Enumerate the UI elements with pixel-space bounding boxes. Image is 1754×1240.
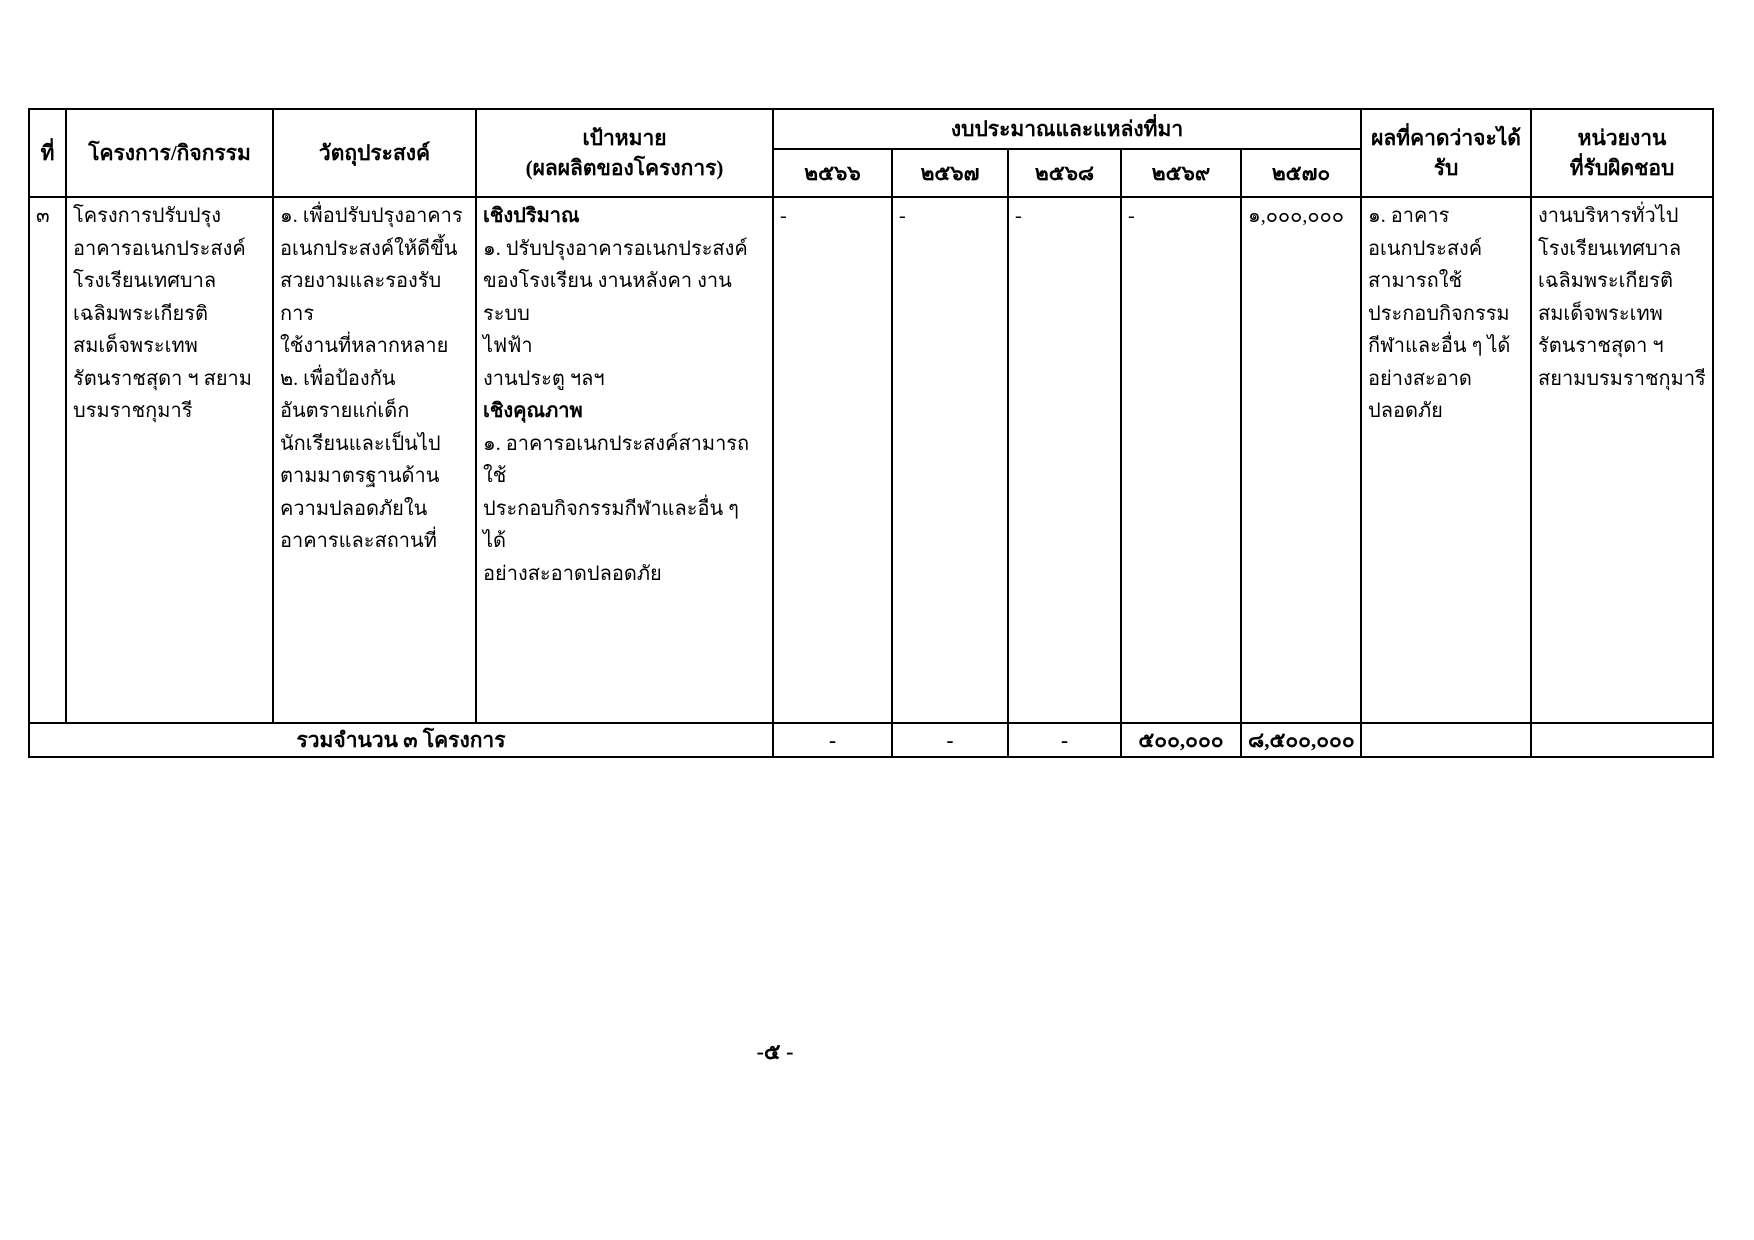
total-label: รวมจำนวน ๓ โครงการ <box>28 722 774 758</box>
cell-budget-2569: - <box>1120 196 1242 724</box>
cell-target: เชิงปริมาณ ๑. ปรับปรุงอาคารอเนกประสงค์ ข… <box>475 196 774 724</box>
cell-expected: ๑. อาคาร อเนกประสงค์ สามารถใช้ ประกอบกิจ… <box>1360 196 1533 724</box>
header-project: โครงการ/กิจกรรม <box>65 108 274 198</box>
target-quantitative-body: ๑. ปรับปรุงอาคารอเนกประสงค์ ของโรงเรียน … <box>483 237 748 390</box>
header-expected: ผลที่คาดว่าจะได้รับ <box>1360 108 1533 198</box>
target-qualitative-body: ๑. อาคารอเนกประสงค์สามารถใช้ ประกอบกิจกร… <box>483 432 750 585</box>
header-unit: หน่วยงาน ที่รับผิดชอบ <box>1530 108 1715 198</box>
header-year-2569: ๒๕๖๙ <box>1120 148 1242 198</box>
total-budget-2569: ๕๐๐,๐๐๐ <box>1120 722 1242 758</box>
header-target: เป้าหมาย (ผลผลิตของโครงการ) <box>475 108 774 198</box>
total-expected-empty <box>1360 722 1533 758</box>
cell-budget-2570: ๑,๐๐๐,๐๐๐ <box>1239 196 1363 724</box>
header-year-2570: ๒๕๗๐ <box>1239 148 1363 198</box>
cell-budget-2566: - <box>772 196 893 724</box>
target-quantitative-heading: เชิงปริมาณ <box>483 205 580 227</box>
header-no: ที่ <box>28 108 67 198</box>
total-budget-2570: ๘,๕๐๐,๐๐๐ <box>1239 722 1363 758</box>
total-budget-2566: - <box>772 722 893 758</box>
total-unit-empty <box>1530 722 1715 758</box>
header-year-2566: ๒๕๖๖ <box>772 148 893 198</box>
total-budget-2567: - <box>891 722 1009 758</box>
project-budget-table: ที่ โครงการ/กิจกรรม วัตถุประสงค์ เป้าหมา… <box>28 108 1715 758</box>
cell-project: โครงการปรับปรุง อาคารอเนกประสงค์ โรงเรีย… <box>65 196 274 724</box>
table-row: ๓ โครงการปรับปรุง อาคารอเนกประสงค์ โรงเร… <box>28 196 1715 724</box>
header-objective: วัตถุประสงค์ <box>272 108 477 198</box>
cell-unit: งานบริหารทั่วไป โรงเรียนเทศบาล เฉลิมพระเ… <box>1530 196 1715 724</box>
total-row: รวมจำนวน ๓ โครงการ - - - ๕๐๐,๐๐๐ ๘,๕๐๐,๐… <box>28 722 1715 758</box>
cell-budget-2568: - <box>1007 196 1122 724</box>
total-budget-2568: - <box>1007 722 1122 758</box>
header-budget-group: งบประมาณและแหล่งที่มา <box>771 108 1363 150</box>
cell-no: ๓ <box>28 196 67 724</box>
header-year-2567: ๒๕๖๗ <box>891 148 1009 198</box>
cell-objective: ๑. เพื่อปรับปรุงอาคาร อเนกประสงค์ให้ดีขึ… <box>272 196 477 724</box>
target-qualitative-heading: เชิงคุณภาพ <box>483 400 583 422</box>
cell-budget-2567: - <box>891 196 1009 724</box>
table-header: ที่ โครงการ/กิจกรรม วัตถุประสงค์ เป้าหมา… <box>28 108 1715 198</box>
page-number: -๕ - <box>756 1039 794 1064</box>
header-year-2568: ๒๕๖๘ <box>1007 148 1122 198</box>
